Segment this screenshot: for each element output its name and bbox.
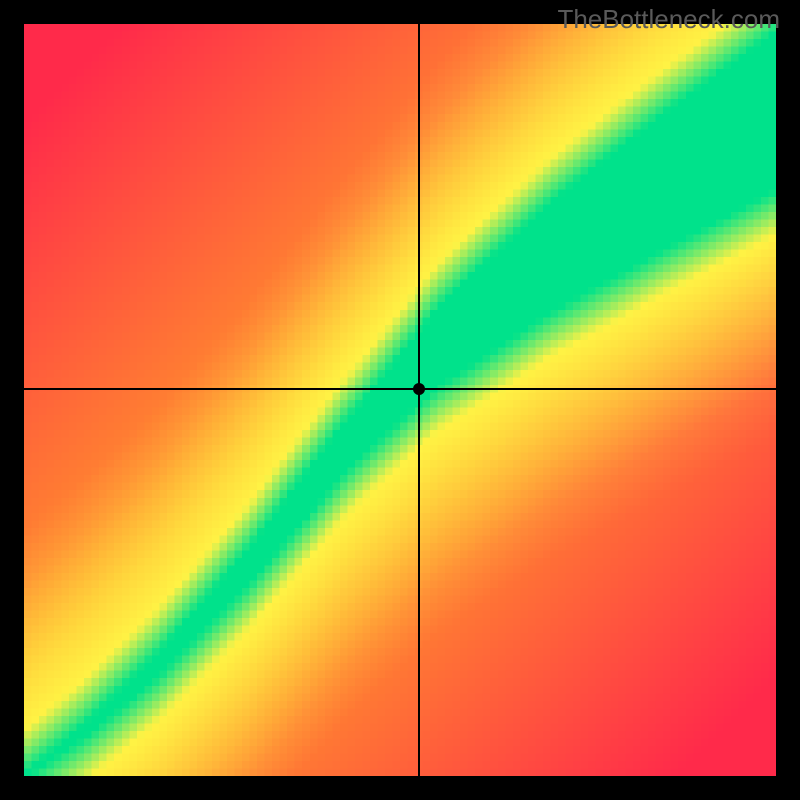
crosshair-vertical	[418, 24, 420, 776]
crosshair-dot	[413, 383, 425, 395]
watermark-text: TheBottleneck.com	[557, 4, 780, 35]
bottleneck-heatmap	[24, 24, 776, 776]
crosshair-horizontal	[24, 388, 776, 390]
